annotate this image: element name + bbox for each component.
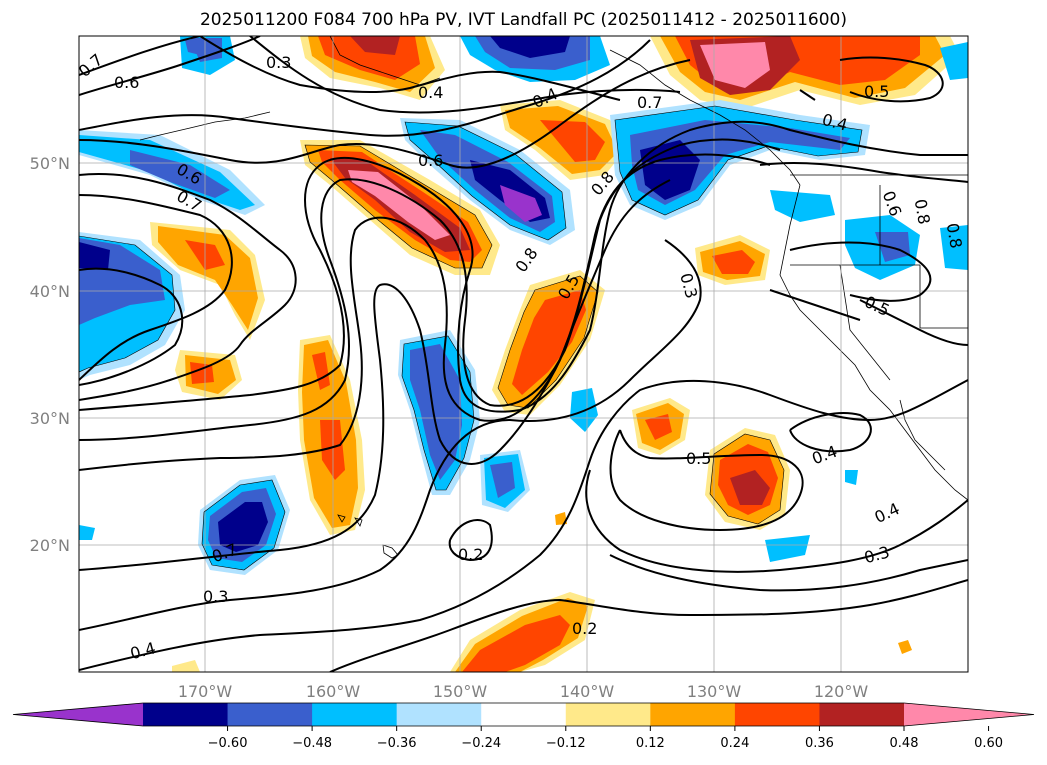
- lon-label: 160°W: [306, 682, 361, 701]
- colorbar-tick-label: 0.48: [890, 736, 919, 751]
- contour-label: 0.6: [418, 151, 443, 170]
- latitude-labels: 50°N 40°N 30°N 20°N: [30, 154, 70, 555]
- colorbar-tick-label: −0.36: [377, 736, 417, 751]
- lat-label: 20°N: [30, 536, 70, 555]
- thin-contours: [79, 105, 863, 571]
- colorbar-segment: [819, 703, 905, 726]
- lat-label: 30°N: [30, 409, 70, 428]
- contour-label: 0.2: [572, 619, 597, 638]
- colorbar-tick-label: 0.12: [636, 736, 665, 751]
- colorbar-segment: [481, 703, 567, 726]
- colorbar-segment: [650, 703, 736, 726]
- colorbar-segment: [565, 703, 651, 726]
- colorbar-extend-low: [13, 703, 143, 726]
- contour-label: 0.3: [203, 587, 228, 606]
- contour-label: 0.5: [686, 449, 711, 468]
- gridlines: [79, 36, 968, 672]
- map-area: 0.7 0.6 0.3 0.4 0.4 0.7 0.5 0.4 0.6 0.6 …: [79, 36, 968, 672]
- pv-contours: [79, 36, 968, 672]
- colorbar-tick-label: −0.48: [292, 736, 332, 751]
- colorbar-segment: [227, 703, 313, 726]
- contour-label: 0.4: [418, 83, 443, 102]
- contour-label: 0.3: [266, 53, 291, 72]
- colorbar-segment: [143, 703, 229, 726]
- colorbar-segment: [312, 703, 398, 726]
- colorbar-outline: [12, 702, 1035, 727]
- colorbar-tick-label: 0.24: [720, 736, 749, 751]
- lat-label: 50°N: [30, 154, 70, 173]
- colorbar-segment: [734, 703, 820, 726]
- lat-label: 40°N: [30, 282, 70, 301]
- colorbar-segment: [396, 703, 482, 726]
- lon-label: 170°W: [178, 682, 233, 701]
- contour-label: 0.5: [864, 82, 889, 101]
- contour-label: 0.8: [911, 197, 934, 225]
- colorbar-tick-label: 0.36: [805, 736, 834, 751]
- colorbar-tick-label: −0.60: [208, 736, 248, 751]
- contour-label: 0.8: [943, 221, 966, 249]
- colorbar-extend-high: [904, 703, 1034, 726]
- lon-label: 140°W: [560, 682, 615, 701]
- colorbar-tick-label: −0.12: [546, 736, 586, 751]
- colorbar: −0.60 −0.48 −0.36 −0.24 −0.12 0.12 0.24 0.36 0.4…: [12, 702, 1035, 751]
- lon-label: 130°W: [687, 682, 742, 701]
- contour-label: 0.7: [637, 93, 662, 112]
- contour-label: 0.6: [114, 73, 139, 92]
- filled-anomalies: [79, 36, 968, 672]
- lon-label: 120°W: [814, 682, 869, 701]
- colorbar-tick-label: 0.60: [974, 736, 1003, 751]
- colorbar-tick-label: −0.24: [461, 736, 501, 751]
- lon-label: 150°W: [433, 682, 488, 701]
- contour-label: 0.2: [458, 545, 483, 564]
- longitude-labels: 170°W 160°W 150°W 140°W 130°W 120°W: [178, 682, 869, 701]
- map-title: 2025011200 F084 700 hPa PV, IVT Landfall…: [199, 10, 847, 30]
- map-frame: [78, 35, 969, 673]
